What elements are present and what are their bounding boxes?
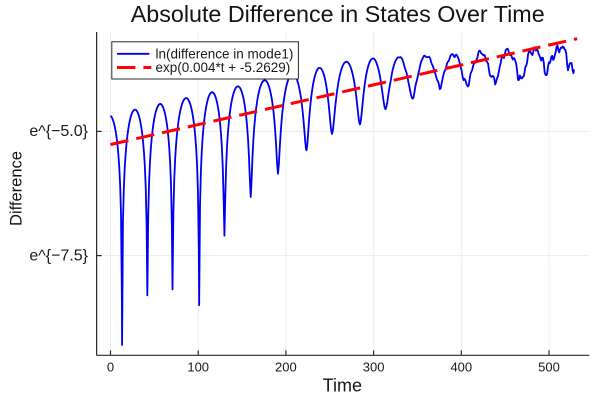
svg-text:ln(difference in mode1): ln(difference in mode1) xyxy=(156,47,294,62)
svg-text:300: 300 xyxy=(363,360,385,375)
svg-text:e^{−7.5}: e^{−7.5} xyxy=(29,247,88,264)
svg-text:exp(0.004*t + -5.2629): exp(0.004*t + -5.2629) xyxy=(156,60,291,75)
svg-text:e^{−5.0}: e^{−5.0} xyxy=(29,123,88,140)
svg-text:400: 400 xyxy=(450,360,472,375)
svg-text:Time: Time xyxy=(323,376,362,396)
svg-text:500: 500 xyxy=(538,360,560,375)
svg-text:Difference: Difference xyxy=(8,151,26,226)
svg-text:0: 0 xyxy=(107,360,114,375)
svg-text:100: 100 xyxy=(187,360,209,375)
svg-text:Absolute Difference in States: Absolute Difference in States Over Time xyxy=(131,1,545,27)
svg-text:200: 200 xyxy=(275,360,297,375)
